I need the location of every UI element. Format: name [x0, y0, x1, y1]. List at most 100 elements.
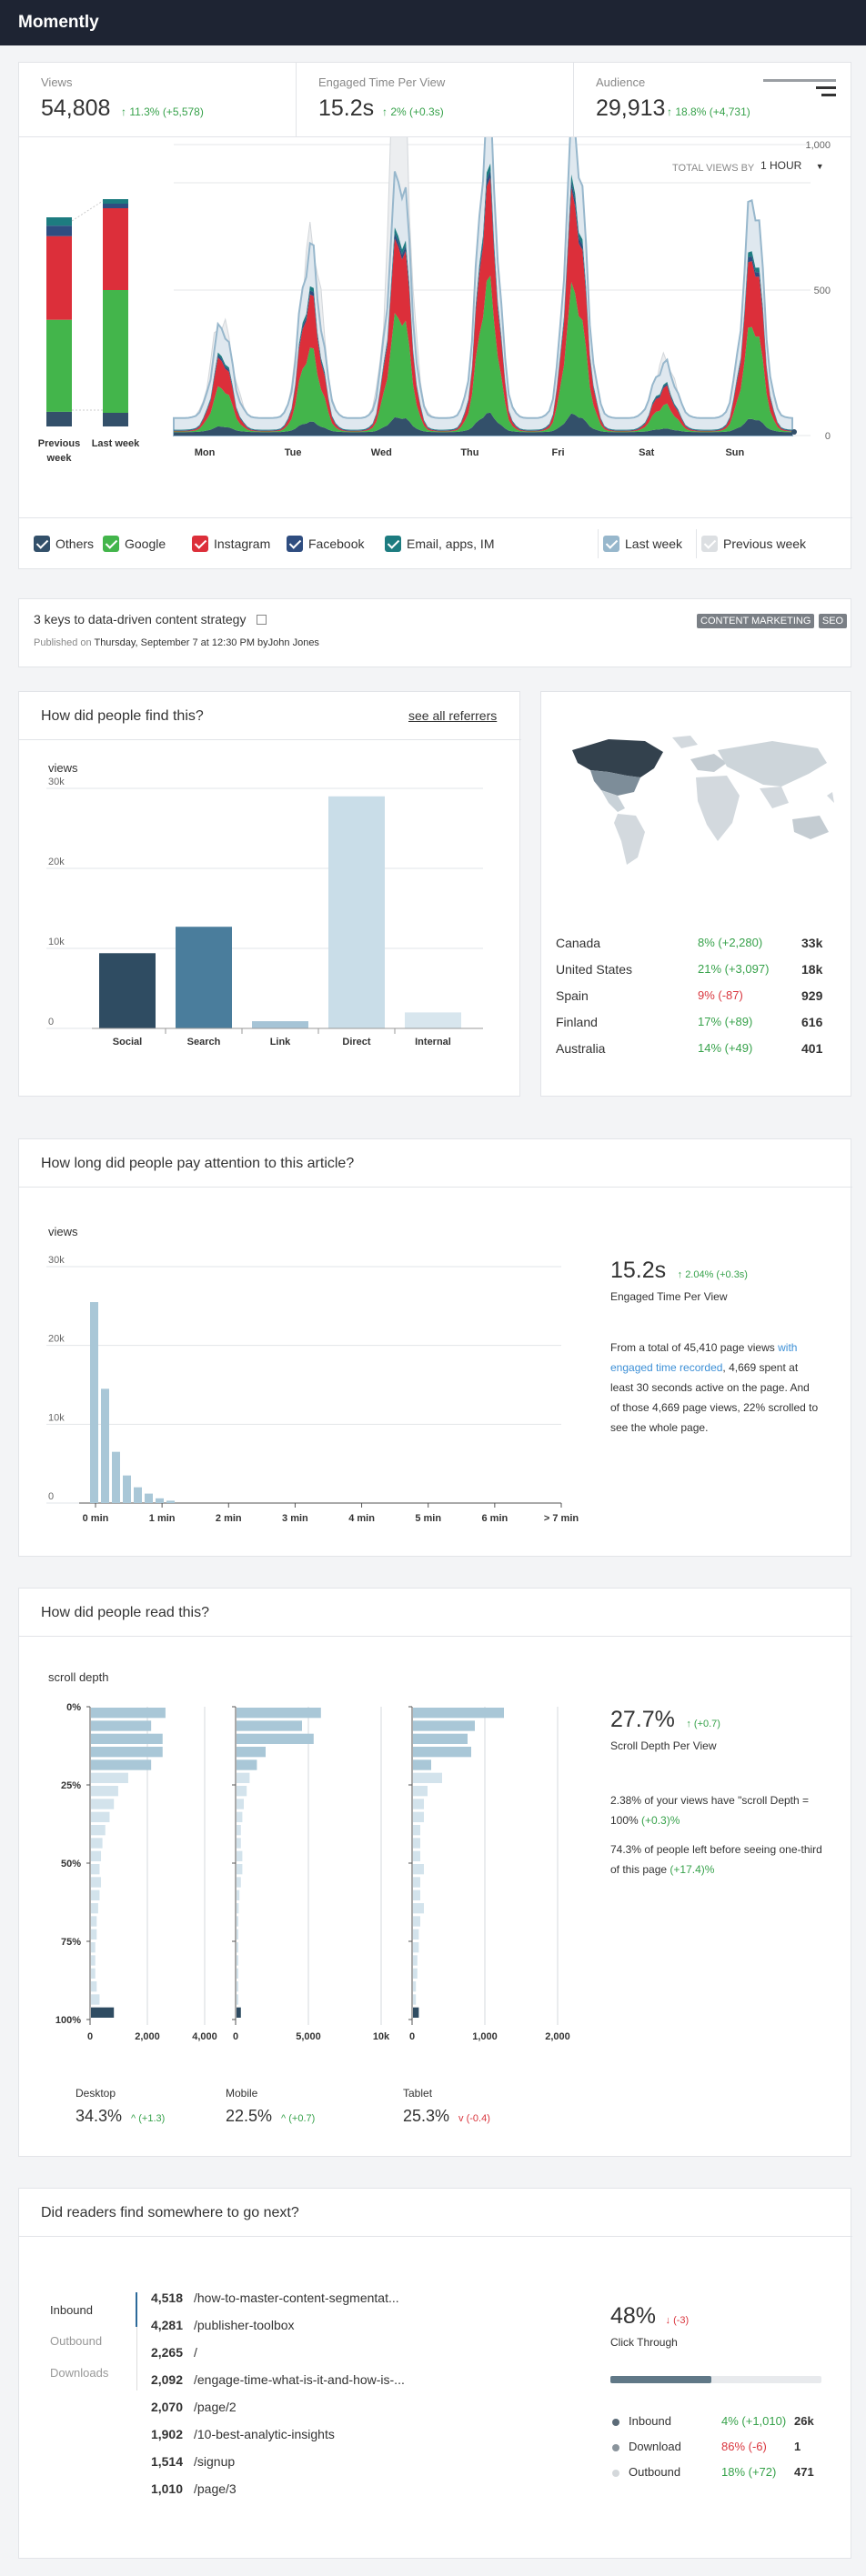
bar-scroll-depth [413, 1786, 428, 1797]
bar-scroll-depth [237, 1942, 238, 1953]
world-map[interactable] [554, 732, 841, 868]
next-list-item[interactable]: 2,092/engage-time-what-is-it-and-how-is-… [150, 2372, 405, 2387]
scroll-title: How did people read this? [41, 1605, 210, 1620]
next-card: Did readers find somewhere to go next? I… [18, 2188, 852, 2559]
bar-scroll-depth [91, 1864, 100, 1875]
attention-card: How long did people pay attention to thi… [18, 1138, 852, 1557]
engaged-time-link[interactable]: with engaged time recorded [610, 1341, 798, 1374]
bar-scroll-depth [237, 1786, 247, 1797]
x-tick-label: 1 min [149, 1513, 176, 1524]
ctr-delta: ↓ (-3) [665, 2315, 690, 2326]
country-delta: 8% (+2,280) [698, 936, 763, 949]
tag-seo[interactable]: SEO [818, 614, 848, 628]
checkbox-icon[interactable] [385, 536, 401, 553]
y-tick-label: 0% [66, 1702, 81, 1713]
next-list-item[interactable]: 4,518/how-to-master-content-segmentat... [150, 2290, 399, 2305]
legend-item-instagram[interactable]: Instagram [192, 536, 270, 553]
legend-item-previous-week[interactable]: Previous week [701, 536, 806, 553]
attention-description: From a total of 45,410 page views with e… [610, 1341, 819, 1434]
scroll-description-2: 74.3% of people left before seeing one-t… [610, 1843, 822, 1876]
y-tick-label: 20k [48, 1334, 65, 1345]
legend-item-email-apps-im[interactable]: Email, apps, IM [385, 536, 494, 553]
legend-label: Google [125, 536, 166, 552]
country-value: 18k [801, 962, 823, 977]
kpi-views-label: Views [41, 75, 73, 89]
see-all-referrers-link[interactable]: see all referrers [408, 708, 498, 723]
y-tick-label: 75% [61, 1937, 81, 1948]
checkbox-icon[interactable] [192, 536, 208, 553]
country-name[interactable]: United States [556, 962, 633, 977]
attention-divider [19, 1187, 852, 1188]
bar-attention [123, 1475, 131, 1503]
bar-scroll-depth [91, 2007, 115, 2018]
kpi-engaged[interactable]: Engaged Time Per View 15.2s ↑ 2% (+0.3s) [297, 63, 574, 137]
bar-scroll-depth [91, 1994, 100, 2005]
bar-scroll-depth [237, 1811, 243, 1822]
next-list-item[interactable]: 2,070/page/2 [150, 2400, 237, 2414]
next-tab-outbound[interactable]: Outbound [50, 2334, 103, 2348]
checkbox-icon[interactable] [103, 536, 119, 553]
next-list-item[interactable]: 1,902/10-best-analytic-insights [150, 2427, 335, 2441]
article-title[interactable]: 3 keys to data-driven content strategy [34, 612, 267, 626]
next-tab-downloads[interactable]: Downloads [50, 2366, 109, 2380]
legend-label: Others [55, 536, 95, 552]
legend-item-others[interactable]: Others [34, 536, 95, 553]
app-title[interactable]: Momently [18, 13, 99, 32]
kpi-views[interactable]: Views 54,808 ↑ 11.3% (+5,578) [19, 63, 297, 137]
checkbox-icon[interactable] [287, 536, 303, 553]
y-tick-label: 10k [48, 937, 65, 947]
next-tab-inbound[interactable]: Inbound [50, 2303, 93, 2317]
country-value: 33k [801, 936, 823, 950]
bar-scroll-depth [237, 1759, 257, 1770]
referrers-divider [19, 739, 521, 740]
menu-icon[interactable] [763, 79, 836, 101]
x-tick-label: Thu [460, 447, 478, 458]
scroll-value: 27.7% ↑ (+0.7) [610, 1707, 720, 1732]
bar-scroll-depth [91, 1981, 97, 1992]
checkbox-icon[interactable] [603, 536, 619, 553]
bar-scroll-depth [91, 1916, 97, 1927]
x-tick-label: Mon [195, 447, 216, 458]
bar-scroll-depth [413, 1903, 424, 1914]
x-tick-label: 2 min [216, 1513, 242, 1524]
area-others [174, 412, 792, 436]
y-axis-title: views [48, 1225, 78, 1238]
interval-select[interactable]: 1 HOUR ▼ [760, 159, 824, 172]
x-tick-label: 2,000 [545, 2031, 570, 2042]
x-tick-label: 0 [87, 2031, 93, 2042]
next-list-item[interactable]: 4,281/publisher-toolbox [150, 2318, 295, 2332]
next-list-item[interactable]: 1,010/page/3 [150, 2481, 237, 2496]
bar-scroll-depth [237, 1772, 250, 1783]
summary-bar-facebook [103, 204, 128, 208]
country-delta: 9% (-87) [698, 988, 743, 1002]
kpi-audience[interactable]: Audience 29,913 ↑ 18.8% (+4,731) [574, 63, 851, 137]
legend-item-last-week[interactable]: Last week [603, 536, 682, 553]
bar-scroll-depth [237, 1981, 238, 1992]
tag-content-marketing[interactable]: CONTENT MARKETING [697, 614, 815, 628]
bar-scroll-depth [91, 1877, 102, 1888]
checkbox-icon[interactable] [34, 536, 50, 553]
referrers-chart: views 0 10k 20k 30k Social Search Link Direct Int… [46, 761, 483, 1047]
country-name[interactable]: Canada [556, 936, 601, 950]
x-tick-label: 0 [233, 2031, 238, 2042]
checkbox-icon[interactable] [701, 536, 718, 553]
bar-scroll-depth [237, 1733, 314, 1744]
legend-item-facebook[interactable]: Facebook [287, 536, 364, 553]
x-tick-label: 2,000 [135, 2031, 160, 2042]
country-name[interactable]: Finland [556, 1015, 598, 1029]
bar-scroll-depth [413, 1889, 420, 1900]
y-tick-label: 0 [48, 1017, 54, 1027]
kpi-engaged-delta: ↑ 2% (+0.3s) [382, 105, 444, 118]
next-list-item[interactable]: 2,265/ [150, 2345, 197, 2360]
country-name[interactable]: Spain [556, 988, 589, 1003]
country-name[interactable]: Australia [556, 1041, 606, 1056]
referrers-title: How did people find this? [41, 708, 204, 724]
scroll-chart: scroll depth 0% 25% 50% 75% 100% 0 2,000 4,000 0 5… [48, 1670, 570, 2042]
summary-bar-google [46, 319, 72, 412]
external-link-icon[interactable] [257, 615, 267, 625]
next-list-item[interactable]: 1,514/signup [150, 2454, 236, 2469]
legend-item-google[interactable]: Google [103, 536, 166, 553]
current-point [791, 429, 797, 435]
x-tick-label: 3 min [282, 1513, 308, 1524]
bar-scroll-depth [237, 1720, 302, 1731]
